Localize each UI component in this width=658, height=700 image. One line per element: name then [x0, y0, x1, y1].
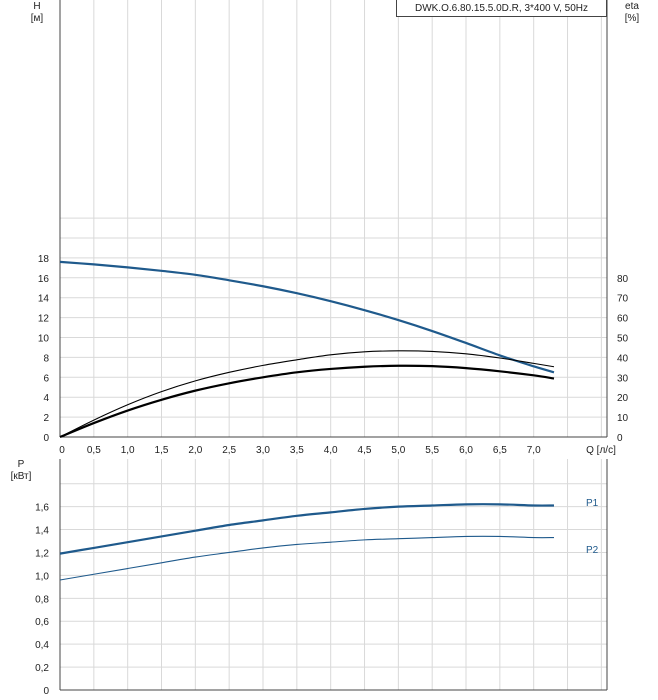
eta-tick-label: 70: [617, 294, 629, 305]
x-tick-label: 0: [59, 445, 65, 456]
eta-tick-label: 30: [617, 373, 629, 384]
h-tick-label: 4: [43, 393, 49, 404]
p-tick-label: 0,6: [35, 617, 49, 628]
eta-tick-label: 60: [617, 314, 629, 325]
x-tick-label: 1,5: [155, 445, 169, 456]
eta-axis-title: eta: [625, 1, 639, 12]
x-tick-label: 5,0: [391, 445, 405, 456]
eta-tick-label: 20: [617, 393, 629, 404]
p-tick-label: 1,4: [35, 526, 49, 537]
eta-tick-label: 80: [617, 274, 629, 285]
p-tick-label: 1,0: [35, 571, 49, 582]
eta-tick-label: 10: [617, 413, 629, 424]
h-tick-label: 0: [43, 433, 49, 444]
x-tick-label: 4,0: [324, 445, 338, 456]
series-label-p1: P1: [586, 498, 599, 509]
x-tick-label: 6,0: [459, 445, 473, 456]
h-tick-label: 6: [43, 373, 49, 384]
eta-tick-label: 50: [617, 334, 629, 345]
head-curve: [59, 260, 555, 374]
x-tick-label: 2,0: [188, 445, 202, 456]
p-tick-label: 0,2: [35, 663, 49, 674]
h-axis-title: H: [33, 1, 40, 12]
top-plot-series: [59, 260, 555, 439]
tick-labels: 0 0,5 1,0 1,5 2,0 2,5 3,0 3,5 4,0 4,5 5,0 5,5 6,0 6,5…: [35, 254, 628, 697]
h-tick-label: 12: [38, 314, 50, 325]
eta-tick-label: 40: [617, 353, 629, 364]
power-curve-p1: [59, 503, 554, 555]
p-axis-title: P: [18, 459, 25, 470]
plot-axes: [59, 0, 608, 691]
h-axis-unit: [м]: [31, 13, 44, 24]
x-tick-label: 6,5: [493, 445, 507, 456]
x-tick-label: 2,5: [222, 445, 236, 456]
x-tick-label: 0,5: [87, 445, 101, 456]
x-tick-label: 5,5: [425, 445, 439, 456]
p-tick-label: 0,8: [35, 594, 49, 605]
p-tick-label: 0: [43, 686, 49, 697]
p-axis-unit: [кВт]: [11, 471, 32, 482]
efficiency-curve-pump: [59, 350, 555, 438]
eta-axis-unit: [%]: [625, 13, 640, 24]
pump-model-label: DWK.O.6.80.15.5.0D.R, 3*400 V, 50Hz: [396, 0, 607, 17]
eta-tick-label: 0: [617, 433, 623, 444]
h-tick-label: 16: [38, 274, 50, 285]
p-tick-label: 1,2: [35, 548, 49, 559]
p-tick-label: 0,4: [35, 640, 49, 651]
x-tick-label: 3,5: [290, 445, 304, 456]
p-tick-label: 1,6: [35, 503, 49, 514]
h-tick-label: 10: [38, 334, 50, 345]
efficiency-curve-total: [59, 364, 555, 439]
x-tick-label: 4,5: [358, 445, 372, 456]
x-tick-label: 7,0: [527, 445, 541, 456]
bottom-plot-series: P1 P2: [59, 498, 599, 581]
x-tick-label: 3,0: [256, 445, 270, 456]
h-tick-label: 2: [43, 413, 49, 424]
x-tick-label: 1,0: [121, 445, 135, 456]
h-tick-label: 14: [38, 294, 50, 305]
series-label-p2: P2: [586, 545, 599, 556]
power-curve-p2: [59, 535, 554, 581]
h-tick-label: 18: [38, 254, 50, 265]
q-axis-title: Q [л/с]: [586, 445, 616, 456]
h-tick-label: 8: [43, 353, 49, 364]
